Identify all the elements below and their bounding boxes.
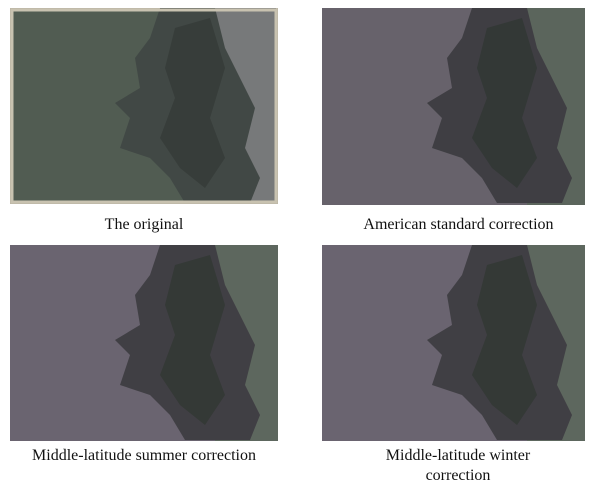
image [322, 8, 585, 205]
image [322, 245, 585, 441]
panel-summer [10, 245, 278, 441]
caption: American standard correction [322, 215, 595, 235]
panel-american [322, 8, 585, 205]
panel-winter [322, 245, 585, 441]
image [10, 245, 278, 441]
caption: Middle-latitude winter correction [363, 446, 553, 486]
caption: Middle-latitude summer correction [30, 446, 258, 466]
figure-page: The original American standard correctio… [0, 0, 595, 487]
caption: The original [10, 215, 278, 235]
image [10, 8, 278, 204]
panel-original [10, 8, 278, 204]
